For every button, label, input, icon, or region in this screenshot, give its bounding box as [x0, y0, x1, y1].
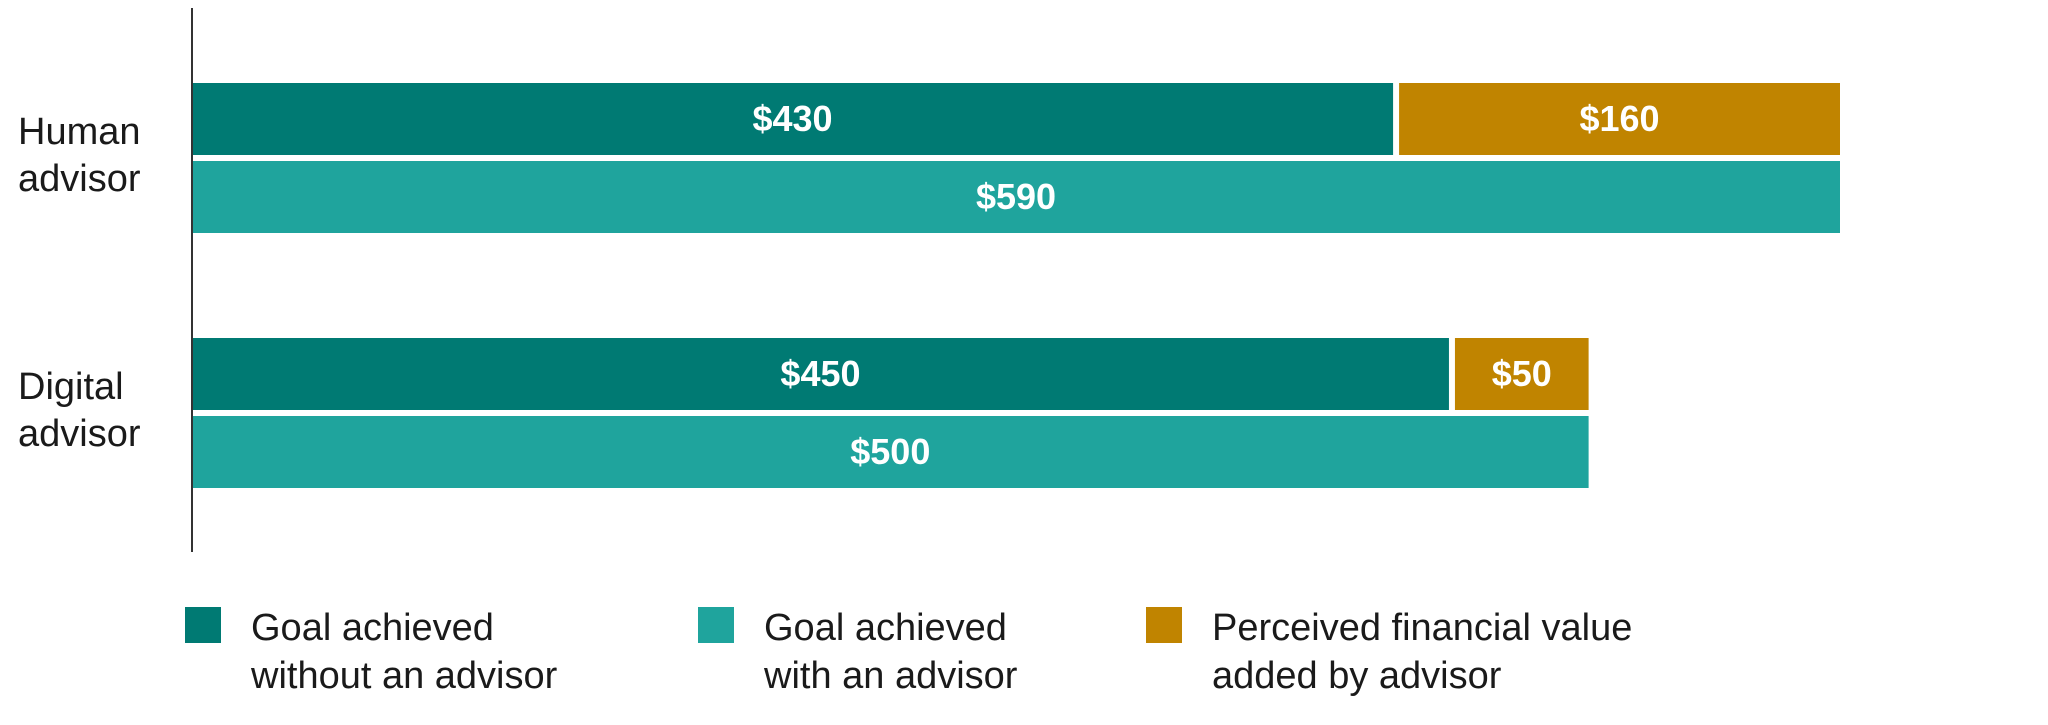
category-label-line: advisor — [18, 158, 141, 200]
category-label-line: Digital — [18, 366, 124, 408]
data-label-digital-advisor-goal-achieved-with-an-advisor: $500 — [850, 431, 930, 472]
bars-layer — [192, 83, 1840, 488]
data-label-human-advisor-perceived-financial-value-added-by-advisor: $160 — [1579, 98, 1659, 139]
legend-swatch — [698, 607, 734, 643]
legend-swatch — [185, 607, 221, 643]
category-label-line: Human — [18, 111, 141, 153]
legend-label-line: with an advisor — [763, 655, 1018, 697]
legend-label-line: Goal achieved — [251, 607, 494, 649]
category-label-digital-advisor: Digital advisor — [18, 366, 141, 455]
legend-item-goal-achieved-with-an-advisor: Goal achieved with an advisor — [698, 607, 1018, 697]
legend-label-line: added by advisor — [1212, 655, 1502, 697]
category-label-human-advisor: Human advisor — [18, 111, 141, 200]
data-label-digital-advisor-goal-achieved-without-an-advisor: $450 — [780, 353, 860, 394]
bar-human-advisor-perceived-financial-value-added-by-advisor — [1399, 83, 1840, 155]
legend-label: Goal achieved with an advisor — [763, 607, 1018, 697]
data-label-digital-advisor-perceived-financial-value-added-by-advisor: $50 — [1492, 353, 1552, 394]
bar-digital-advisor-goal-achieved-with-an-advisor — [192, 416, 1589, 488]
legend-item-goal-achieved-without-an-advisor: Goal achieved without an advisor — [185, 607, 558, 697]
legend-label-line: Perceived financial value — [1212, 607, 1632, 649]
labels-layer: $430 $160 $590 Human advisor $450 $50 $500 Digit… — [18, 98, 1660, 472]
data-label-human-advisor-goal-achieved-without-an-advisor: $430 — [752, 98, 832, 139]
legend-label: Perceived financial value added by adviso… — [1212, 607, 1632, 697]
bar-human-advisor-goal-achieved-without-an-advisor — [192, 83, 1394, 155]
legend-label: Goal achieved without an advisor — [250, 607, 558, 697]
category-label-line: advisor — [18, 413, 141, 455]
legend-label-line: Goal achieved — [764, 607, 1007, 649]
data-label-human-advisor-goal-achieved-with-an-advisor: $590 — [976, 176, 1056, 217]
legend-label-line: without an advisor — [250, 655, 558, 697]
bar-digital-advisor-goal-achieved-without-an-advisor — [192, 338, 1449, 410]
legend-swatch — [1146, 607, 1182, 643]
bar-digital-advisor-perceived-financial-value-added-by-advisor — [1454, 338, 1589, 410]
legend-item-perceived-financial-value-added-by-advisor: Perceived financial value added by adviso… — [1146, 607, 1632, 697]
bar-human-advisor-goal-achieved-with-an-advisor — [192, 161, 1840, 233]
